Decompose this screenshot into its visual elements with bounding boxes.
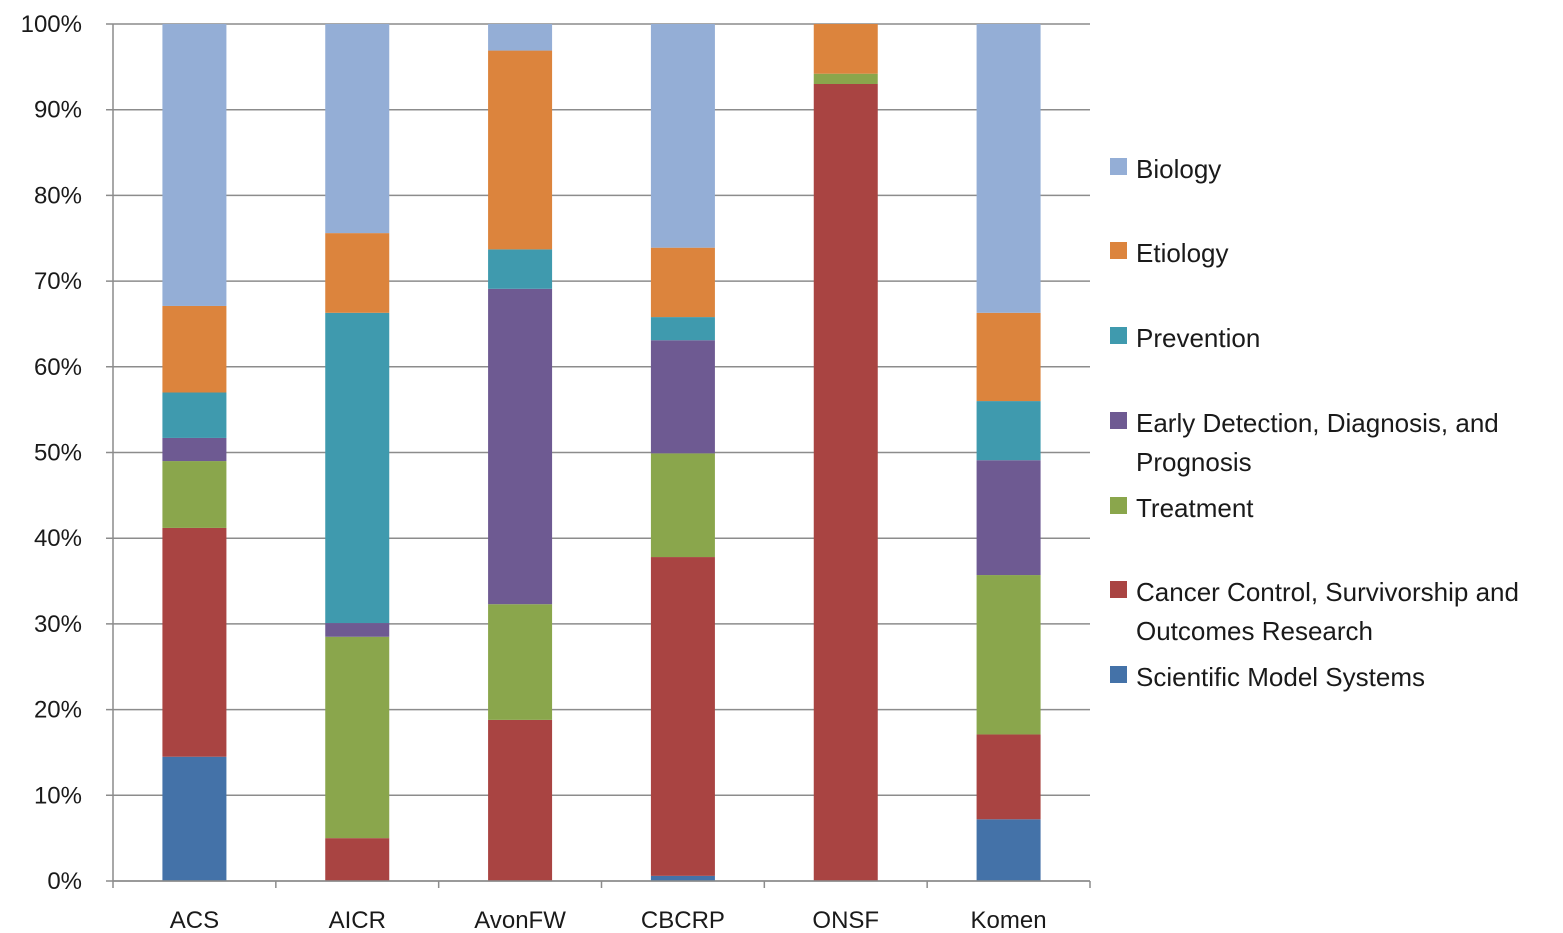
bar-segment: [488, 719, 553, 881]
bar-segment: [325, 838, 390, 881]
y-tick-label: 100%: [21, 11, 82, 38]
bar-segment: [976, 575, 1041, 735]
y-tick-label: 90%: [34, 97, 82, 124]
bar-segment: [488, 249, 553, 289]
legend-label: Biology: [1136, 154, 1222, 184]
bar-segment: [976, 734, 1041, 820]
x-axis-tick-labels: ACS AICR AvonFW CBCRP ONSF Komen: [170, 907, 1047, 933]
legend-label: Prevention: [1136, 323, 1261, 353]
bar-segment: [488, 50, 553, 250]
bar-segment: [976, 401, 1041, 461]
y-tick-label: 10%: [34, 782, 82, 809]
bar-segment: [162, 305, 227, 393]
legend-label: Treatment: [1136, 493, 1254, 523]
legend-item: Etiology: [1110, 234, 1556, 273]
legend-swatch: [1110, 581, 1127, 598]
y-tick-label: 50%: [34, 440, 82, 467]
bar-segment: [976, 819, 1041, 881]
legend-swatch: [1110, 666, 1127, 683]
bar-segment: [325, 636, 390, 839]
y-tick-label: 40%: [34, 525, 82, 552]
legend-label: Early Detection, Diagnosis, and Prognosi…: [1136, 408, 1499, 477]
x-tick-label: CBCRP: [641, 907, 725, 933]
legend-label: Scientific Model Systems: [1136, 662, 1425, 692]
bar-segment: [650, 247, 715, 318]
gridlines: [106, 23, 1090, 882]
bar-segment: [325, 24, 390, 234]
bar-segment: [813, 73, 878, 84]
y-tick-label: 80%: [34, 182, 82, 209]
bar-segment: [162, 392, 227, 438]
bar-segment: [650, 24, 715, 248]
bar-segment: [488, 24, 553, 51]
legend-label: Cancer Control, Survivorship and Outcome…: [1136, 577, 1519, 646]
y-axis-tick-labels: 0% 10% 20% 30% 40% 50% 60% 70% 80% 90% 100%: [21, 11, 82, 895]
bar-segment: [976, 312, 1041, 402]
legend-swatch: [1110, 242, 1127, 259]
y-tick-label: 70%: [34, 268, 82, 295]
legend-swatch: [1110, 327, 1127, 344]
bar-segment: [813, 24, 878, 74]
x-tick-label: AICR: [329, 907, 386, 933]
bars: [162, 24, 1041, 882]
bar-segment: [976, 24, 1041, 313]
bar-segment: [162, 437, 227, 462]
bar-segment: [488, 288, 553, 605]
axes: [112, 24, 1091, 888]
bar-segment: [162, 461, 227, 528]
bar-segment: [813, 83, 878, 882]
bar-segment: [325, 233, 390, 313]
legend-item: Treatment: [1110, 489, 1556, 528]
legend-label: Etiology: [1136, 238, 1229, 268]
y-tick-label: 60%: [34, 354, 82, 381]
bar-segment: [325, 623, 390, 637]
bar-segment: [325, 312, 390, 624]
bar-segment: [976, 460, 1041, 576]
y-tick-label: 0%: [47, 868, 82, 895]
legend-item: Cancer Control, Survivorship and Outcome…: [1110, 573, 1556, 651]
x-tick-label: Komen: [971, 907, 1047, 933]
legend-swatch: [1110, 412, 1127, 429]
x-tick-label: ACS: [170, 907, 219, 933]
bar-segment: [650, 453, 715, 558]
x-tick-label: AvonFW: [474, 907, 566, 933]
bar-segment: [162, 24, 227, 306]
legend-item: Prevention: [1110, 319, 1556, 358]
legend-item: Early Detection, Diagnosis, and Prognosi…: [1110, 404, 1556, 482]
bar-segment: [650, 557, 715, 876]
legend-swatch: [1110, 497, 1127, 514]
y-tick-label: 30%: [34, 611, 82, 638]
legend-item: Scientific Model Systems: [1110, 658, 1556, 697]
legend-item: Biology: [1110, 150, 1556, 189]
bar-segment: [162, 527, 227, 757]
bar-segment: [650, 317, 715, 341]
bar-segment: [162, 756, 227, 881]
x-tick-label: ONSF: [812, 907, 879, 933]
bar-segment: [650, 875, 715, 881]
bar-segment: [650, 340, 715, 454]
y-tick-label: 20%: [34, 697, 82, 724]
legend-swatch: [1110, 158, 1127, 175]
bar-segment: [488, 604, 553, 720]
